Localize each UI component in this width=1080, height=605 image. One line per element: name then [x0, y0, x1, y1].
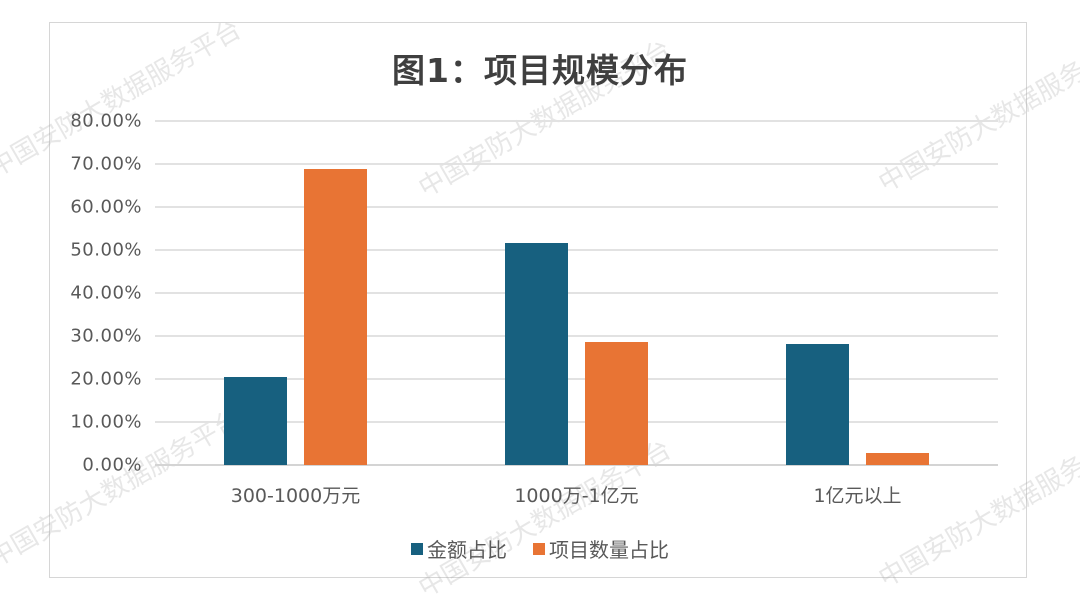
y-tick-label: 70.00% [70, 153, 142, 175]
y-tick-label: 50.00% [70, 239, 142, 261]
legend-label: 金额占比 [427, 538, 507, 562]
gridline [155, 163, 998, 165]
gridline [155, 335, 998, 337]
bar[interactable] [786, 343, 849, 465]
legend-item-amount-share[interactable]: 金额占比 [411, 534, 507, 563]
y-tick-label: 0.00% [82, 454, 142, 476]
gridline [155, 206, 998, 208]
plot-area [155, 120, 998, 466]
y-tick-label: 80.00% [70, 110, 142, 132]
bar[interactable] [505, 243, 568, 465]
gridline [155, 249, 998, 251]
x-tick-label: 300-1000万元 [230, 485, 361, 507]
y-tick-label: 10.00% [70, 411, 142, 433]
gridline [155, 292, 998, 294]
legend: 金额占比 项目数量占比 [0, 534, 1080, 563]
x-tick-label: 1000万-1亿元 [514, 485, 639, 507]
gridline [155, 120, 998, 122]
y-tick-label: 20.00% [70, 368, 142, 390]
bar[interactable] [224, 377, 287, 465]
legend-swatch-icon [411, 542, 423, 555]
gridline [155, 464, 998, 466]
bar[interactable] [585, 342, 648, 465]
gridline [155, 378, 998, 380]
bar[interactable] [866, 453, 929, 465]
legend-label: 项目数量占比 [549, 538, 669, 562]
gridline [155, 421, 998, 423]
y-tick-label: 30.00% [70, 325, 142, 347]
legend-item-count-share[interactable]: 项目数量占比 [533, 534, 669, 563]
chart-title: 图1：项目规模分布 [392, 51, 688, 90]
legend-swatch-icon [533, 542, 545, 555]
y-tick-label: 60.00% [70, 196, 142, 218]
bar[interactable] [304, 169, 367, 465]
y-tick-label: 40.00% [70, 282, 142, 304]
x-tick-label: 1亿元以上 [813, 485, 902, 507]
